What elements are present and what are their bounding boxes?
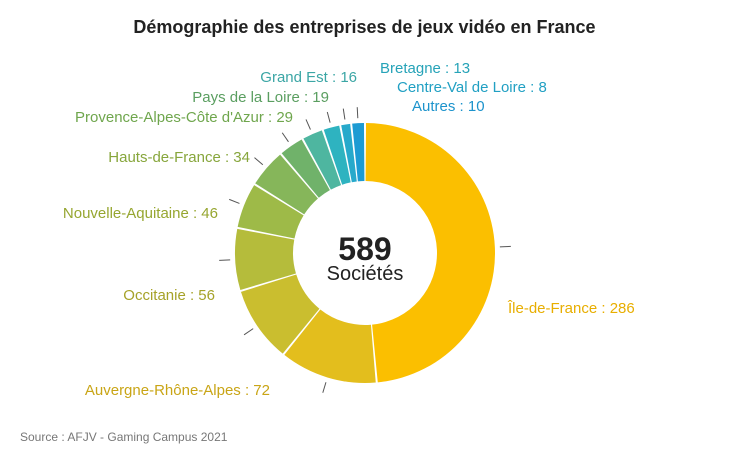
leader-line-occitanie	[243, 328, 254, 336]
leader-line-nouvelle-aquitaine	[219, 259, 231, 261]
slice-centre-val-de-loire	[341, 123, 357, 183]
slice-bretagne	[323, 125, 351, 185]
slice-provence-alpes-cote-d-azur	[255, 154, 318, 215]
label-bretagne: Bretagne : 13	[380, 60, 470, 77]
slice-autres	[352, 123, 365, 182]
slice-occitanie	[240, 274, 320, 354]
label-grand-est: Grand Est : 16	[260, 69, 357, 86]
leader-line-auvergne-rhone-alpes	[322, 382, 327, 393]
leader-line-autres	[356, 107, 359, 119]
leader-line-provence-alpes-cote-d-azur	[254, 157, 264, 166]
label-occitanie: Occitanie : 56	[123, 287, 215, 304]
label-pays-de-la-loire: Pays de la Loire : 19	[192, 89, 329, 106]
leader-line-pays-de-la-loire	[281, 132, 289, 143]
label-provence-alpes-cote-d-azur: Provence-Alpes-Côte d'Azur : 29	[75, 109, 293, 126]
source-note: Source : AFJV - Gaming Campus 2021	[20, 430, 228, 444]
slice-nouvelle-aquitaine	[235, 228, 296, 290]
label-autres: Autres : 10	[412, 98, 485, 115]
label-centre-val-de-loire: Centre-Val de Loire : 8	[397, 79, 547, 96]
total-unit: Sociétés	[327, 263, 404, 285]
total-value: 589	[338, 231, 391, 267]
label-ile-de-france: Île-de-France : 286	[507, 300, 635, 317]
slice-ile-de-france	[365, 123, 496, 383]
label-nouvelle-aquitaine: Nouvelle-Aquitaine : 46	[63, 205, 218, 222]
label-hauts-de-france: Hauts-de-France : 34	[108, 149, 250, 166]
slice-auvergne-rhone-alpes	[284, 309, 376, 383]
leader-line-hauts-de-france	[229, 198, 240, 204]
leader-line-grand-est	[305, 119, 311, 130]
leader-line-bretagne	[326, 111, 331, 123]
slice-pays-de-la-loire	[281, 139, 330, 198]
leader-line-centre-val-de-loire	[342, 108, 346, 120]
slice-hauts-de-france	[237, 185, 304, 239]
chart-title: Démographie des entreprises de jeux vidé…	[133, 17, 596, 37]
slice-grand-est	[303, 130, 342, 190]
label-auvergne-rhone-alpes: Auvergne-Rhône-Alpes : 72	[85, 382, 270, 399]
